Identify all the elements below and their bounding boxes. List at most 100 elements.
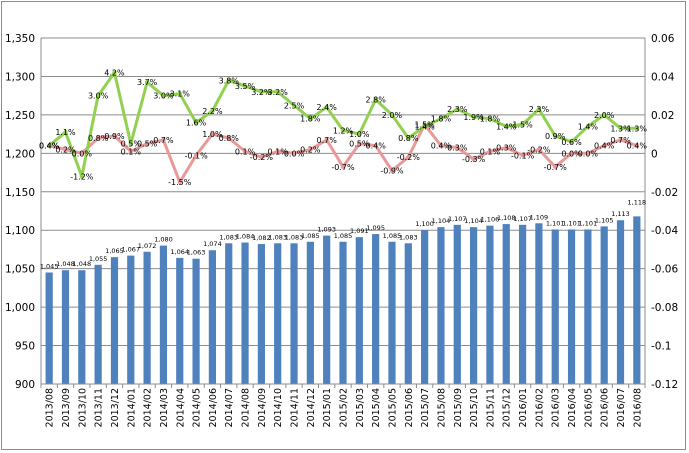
point-value-label: 0.1%	[121, 147, 142, 156]
bar-value-label: 1,067	[121, 246, 140, 254]
point-value-label: 0.5%	[137, 140, 158, 149]
line-point	[601, 143, 607, 148]
point-value-label: 2.0%	[382, 111, 403, 120]
point-value-label: 2.3%	[447, 105, 468, 114]
x-tick-label: 2015/08	[436, 388, 447, 427]
point-value-label: 0.8%	[219, 134, 240, 143]
bar	[257, 244, 265, 384]
bar-value-label: 1,105	[595, 216, 614, 224]
line-point	[275, 149, 280, 154]
point-value-label: -0.7%	[544, 163, 568, 172]
point-value-label: -1.5%	[168, 178, 192, 187]
bar-value-label: 1,109	[530, 213, 549, 221]
x-tick-label: 2015/05	[387, 388, 398, 427]
y-right-tick-label: -0.1	[651, 341, 672, 353]
point-value-label: 0.1%	[480, 147, 501, 156]
bar	[453, 224, 461, 384]
point-value-label: 3.5%	[235, 82, 256, 91]
x-tick-label: 2016/03	[551, 388, 562, 427]
point-value-label: 1.4%	[414, 122, 435, 131]
bar	[290, 243, 298, 384]
bar-value-label: 1,101	[579, 219, 598, 227]
line-point	[193, 120, 199, 125]
bar	[225, 243, 233, 384]
line-point	[259, 154, 264, 160]
bar	[567, 229, 576, 384]
bar	[502, 224, 510, 384]
point-value-label: -0.9%	[380, 167, 404, 176]
line-point	[112, 133, 117, 139]
line-point	[161, 93, 166, 98]
x-tick-label: 2016/06	[600, 388, 611, 427]
line-point	[406, 135, 411, 141]
point-value-label: 2.3%	[529, 105, 550, 114]
bar-value-label: 1,104	[464, 217, 483, 225]
line-point	[471, 156, 476, 162]
point-value-label: 0.2%	[55, 145, 76, 154]
point-value-label: 0.3%	[447, 144, 468, 153]
point-value-label: -0.2%	[397, 153, 421, 162]
x-tick-label: 2015/09	[453, 388, 464, 427]
point-value-label: -0.1%	[184, 151, 208, 160]
bar	[372, 234, 380, 384]
line-point	[144, 80, 150, 85]
bar	[404, 243, 412, 384]
line-point	[226, 135, 231, 141]
point-value-label: 2.8%	[365, 96, 386, 105]
x-tick-label: 2014/04	[175, 388, 186, 427]
line-point	[536, 106, 542, 112]
bar-value-label: 1,083	[219, 233, 238, 241]
bar-series	[45, 216, 641, 384]
point-value-label: 1.4%	[496, 122, 517, 131]
line-point	[422, 124, 427, 129]
line-point	[79, 174, 85, 179]
line-point	[177, 179, 182, 185]
point-value-label: 0.4%	[39, 142, 60, 151]
y-left-tick-label: 1,250	[5, 110, 35, 122]
line-point	[95, 135, 101, 141]
point-value-label: -0.2%	[250, 153, 274, 162]
bar-value-label: 1,063	[187, 249, 206, 257]
line-point	[63, 147, 68, 152]
bar	[388, 241, 396, 384]
x-tick-label: 2015/04	[371, 388, 382, 427]
point-value-label: 1.0%	[202, 130, 223, 139]
x-tick-label: 2013/09	[61, 388, 72, 427]
bar-value-label: 1,104	[432, 217, 451, 225]
bar-value-label: 1,072	[138, 242, 157, 250]
x-tick-label: 2016/01	[518, 388, 529, 427]
point-value-label: 0.0%	[284, 149, 305, 158]
point-value-label: 1.8%	[431, 115, 452, 124]
line-point	[177, 91, 182, 96]
bar-value-label: 1,055	[89, 255, 108, 263]
x-tick-label: 2015/01	[322, 388, 333, 427]
x-tick-label: 2013/11	[94, 388, 105, 427]
point-value-label: -0.3%	[462, 155, 486, 164]
point-value-label: 3.1%	[170, 90, 191, 99]
line-point	[144, 141, 150, 146]
point-value-label: 2.5%	[284, 101, 305, 110]
line-point	[487, 116, 493, 121]
point-value-label: 3.0%	[153, 92, 174, 101]
point-value-label: 2.0%	[594, 111, 615, 120]
bar	[437, 227, 445, 384]
line-point	[520, 153, 525, 158]
line-point	[161, 137, 166, 143]
line-point	[242, 149, 248, 154]
y-left-tick-label: 1,050	[5, 264, 35, 276]
line-point	[242, 83, 248, 89]
bar	[551, 229, 559, 384]
point-value-label: 0.4%	[365, 142, 386, 151]
line-point	[438, 143, 444, 148]
bar-value-label: 1,113	[611, 210, 630, 218]
point-value-label: 1.2%	[333, 126, 354, 135]
line-point	[553, 164, 558, 169]
bar-value-label: 1,093	[317, 226, 336, 234]
bar	[633, 216, 641, 384]
point-value-label: 1.3%	[627, 124, 648, 133]
x-tick-label: 2014/05	[192, 388, 203, 427]
point-value-label: 1.8%	[480, 115, 501, 124]
point-value-label: 0.8%	[88, 134, 109, 143]
line-point	[373, 143, 378, 148]
x-tick-label: 2016/05	[583, 388, 594, 427]
